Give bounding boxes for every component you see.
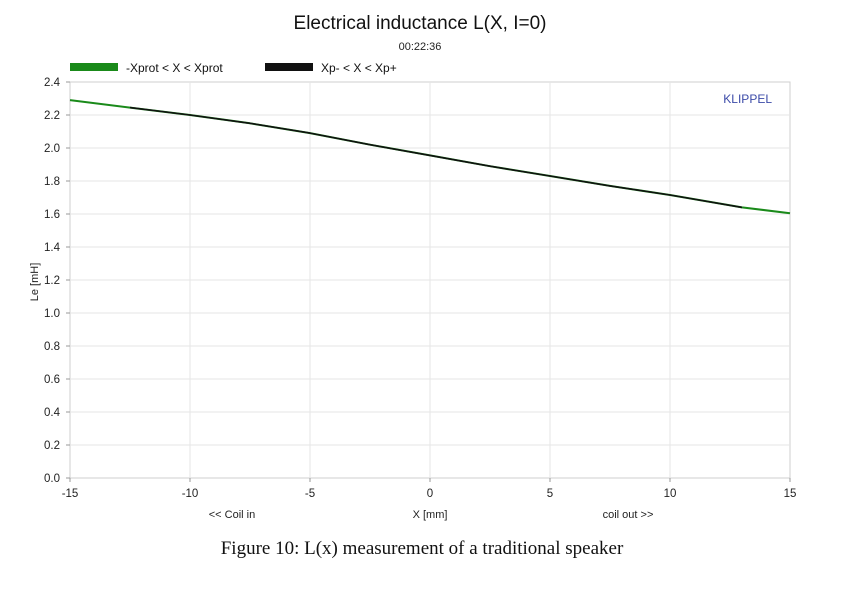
y-tick-label-11: 2.2 [44, 110, 60, 122]
y-axis-ticks: 0.0 0.2 0.4 0.6 0.8 1.0 1.2 1.4 1.6 1.8 2.0 2.2 2.4 [44, 77, 70, 485]
x-tick-label-4: 5 [547, 488, 553, 500]
legend-swatch-1 [265, 63, 313, 71]
chart-timestamp: 00:22:36 [399, 41, 442, 53]
y-tick-label-10: 2.0 [44, 143, 60, 155]
series-line-1 [129, 106, 743, 209]
x-axis-label: X [mm] [413, 509, 448, 521]
y-tick-label-5: 1.0 [44, 308, 60, 320]
y-tick-label-1: 0.2 [44, 440, 60, 452]
inductance-chart: Electrical inductance L(X, I=0) 00:22:36… [29, 13, 797, 521]
grid [70, 82, 790, 478]
y-tick-label-6: 1.2 [44, 275, 60, 287]
y-tick-label-8: 1.6 [44, 209, 60, 221]
x-tick-label-0: -15 [62, 488, 79, 500]
y-tick-label-2: 0.4 [44, 407, 61, 419]
legend-label-1: Xp- < X < Xp+ [321, 61, 397, 75]
y-tick-label-12: 2.4 [44, 77, 61, 89]
chart-title: Electrical inductance L(X, I=0) [294, 13, 547, 34]
legend: -Xprot < X < Xprot Xp- < X < Xp+ [70, 61, 397, 75]
x-tick-label-3: 0 [427, 488, 433, 500]
series-layer [69, 99, 791, 215]
x-tick-label-6: 15 [784, 488, 797, 500]
x-tick-label-2: -5 [305, 488, 315, 500]
brand-label: KLIPPEL [723, 92, 772, 106]
x-annotation-coil-in: << Coil in [209, 509, 255, 521]
legend-swatch-0 [70, 63, 118, 71]
y-tick-label-4: 0.8 [44, 341, 60, 353]
figure-caption: Figure 10: L(x) measurement of a traditi… [220, 538, 624, 559]
x-annotation-coil-out: coil out >> [603, 509, 654, 521]
y-tick-label-3: 0.6 [44, 374, 60, 386]
y-axis-label: Le [mH] [29, 263, 41, 302]
legend-label-0: -Xprot < X < Xprot [126, 61, 223, 75]
y-tick-label-9: 1.8 [44, 176, 60, 188]
y-tick-label-7: 1.4 [44, 242, 61, 254]
x-axis-ticks: -15 -10 -5 0 5 10 15 [62, 478, 797, 500]
y-tick-label-0: 0.0 [44, 473, 60, 485]
x-tick-label-5: 10 [664, 488, 677, 500]
x-tick-label-1: -10 [182, 488, 199, 500]
